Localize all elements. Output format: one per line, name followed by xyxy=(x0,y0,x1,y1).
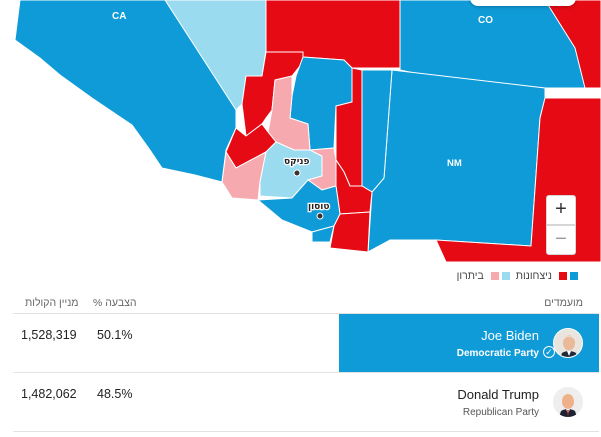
zoom-in-button[interactable]: + xyxy=(546,195,576,225)
legend-swatch-dem-lead xyxy=(501,272,510,280)
table-row-biden[interactable]: 1,528,319 50.1% Joe Biden Democratic Par… xyxy=(13,314,599,373)
legend-lead-label: ביתרון xyxy=(456,270,484,282)
legend-wins-label: ניצחונות xyxy=(515,270,552,282)
header-candidates: מועמדים xyxy=(544,297,583,309)
candidate-name: Joe Biden xyxy=(481,328,539,343)
state-co[interactable] xyxy=(399,0,601,101)
candidate-cell: Donald Trump Republican Party xyxy=(339,373,599,431)
state-label-co: CO xyxy=(478,15,493,26)
county-yuma[interactable] xyxy=(221,150,267,201)
city-label-tucson: טוסון xyxy=(308,202,330,212)
city-label-phoenix: פניקס xyxy=(284,157,309,167)
results-table: מניין הקולות % הצבעה מועמדים 1,528,319 5… xyxy=(13,292,599,432)
trump-avatar xyxy=(553,387,583,417)
map-legend: ניצחונות ביתרון xyxy=(454,270,578,282)
state-label-nm: NM xyxy=(447,158,462,169)
candidate-cell-winner: Joe Biden Democratic Party ✓ xyxy=(339,314,599,372)
county-cochise[interactable] xyxy=(329,211,371,253)
zoom-out-button[interactable]: − xyxy=(546,225,576,255)
winner-check-icon: ✓ xyxy=(543,346,555,358)
legend-swatch-dem-win xyxy=(570,272,578,280)
header-vote-pct: % הצבעה xyxy=(93,297,137,309)
results-map[interactable]: CA CO NM פניקס טוסון xyxy=(0,0,601,262)
vote-count: 1,482,062 xyxy=(21,387,77,401)
state-label-ca: CA xyxy=(112,11,126,22)
city-marker-phoenix[interactable] xyxy=(293,169,301,177)
table-header: מניין הקולות % הצבעה מועמדים xyxy=(13,292,599,314)
vote-count: 1,528,319 xyxy=(21,328,77,342)
legend-swatch-rep-lead xyxy=(490,272,499,280)
candidate-name: Donald Trump xyxy=(457,387,539,402)
table-row-trump[interactable]: 1,482,062 48.5% Donald Trump Republican … xyxy=(13,373,599,432)
biden-avatar xyxy=(553,328,583,358)
state-co-red[interactable] xyxy=(544,0,601,89)
vote-pct: 50.1% xyxy=(97,328,133,342)
map-search-chip[interactable] xyxy=(470,0,576,6)
city-marker-tucson[interactable] xyxy=(316,212,324,220)
candidate-party: Democratic Party xyxy=(456,348,539,359)
vote-pct: 48.5% xyxy=(97,387,133,401)
county-santa-cruz[interactable] xyxy=(311,225,335,243)
legend-swatch-rep-win xyxy=(559,272,567,280)
header-vote-count: מניין הקולות xyxy=(25,297,79,309)
county-apache[interactable] xyxy=(361,69,393,193)
candidate-party: Republican Party xyxy=(462,407,539,418)
map[interactable]: CA CO NM פניקס טוסון + − xyxy=(0,0,601,262)
